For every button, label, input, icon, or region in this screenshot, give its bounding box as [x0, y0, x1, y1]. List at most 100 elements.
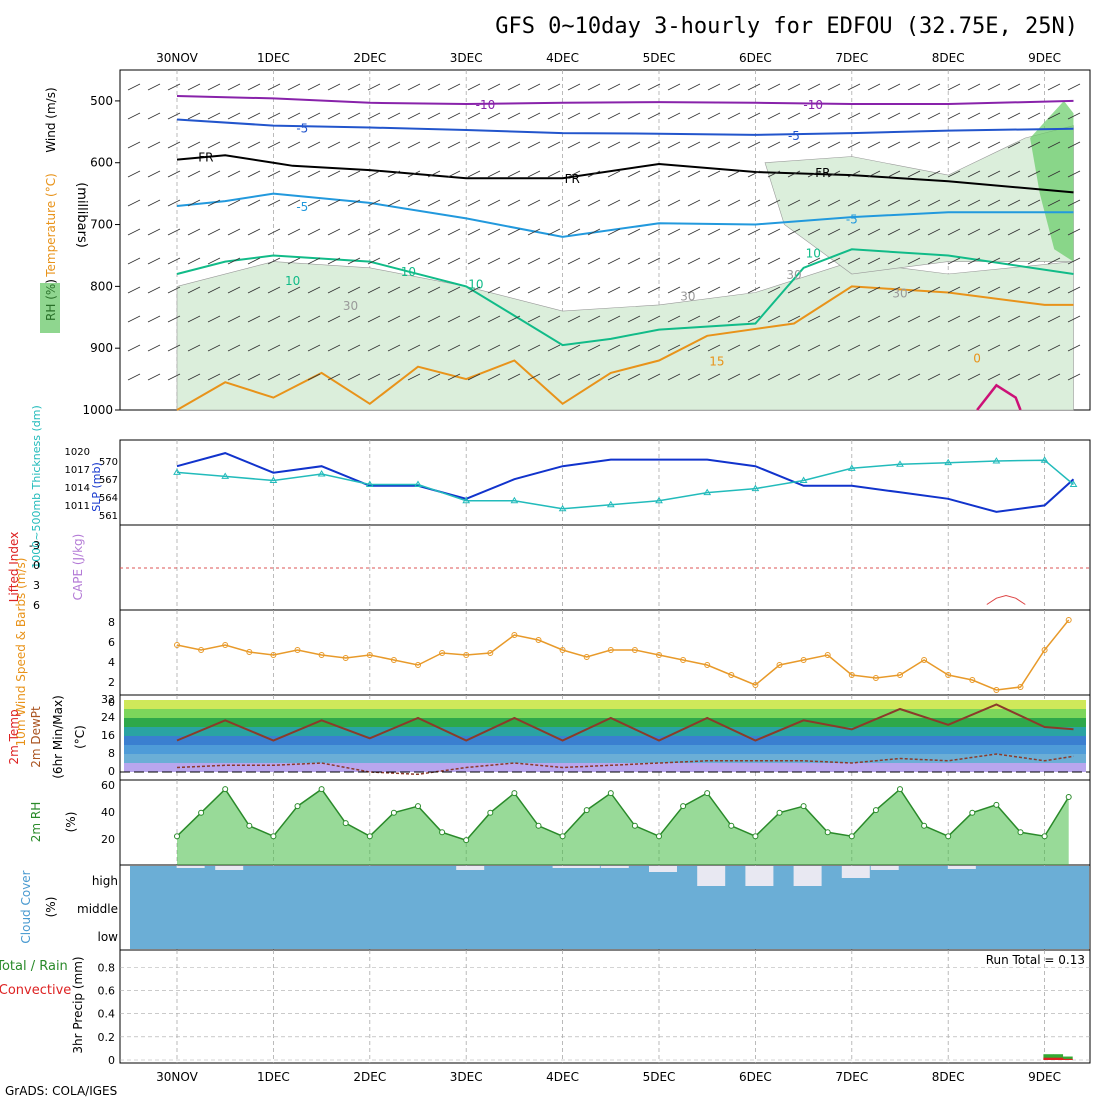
contour-label: FR	[565, 172, 580, 186]
wind-barb	[567, 257, 581, 265]
wind-barb	[567, 228, 581, 236]
wind-barb	[707, 257, 721, 265]
wind-barb	[727, 112, 741, 120]
rh-point	[656, 833, 662, 840]
wind-barb	[1047, 315, 1061, 323]
wind-barb	[427, 141, 441, 149]
wind-barb	[1047, 286, 1061, 294]
wind-barb	[747, 141, 761, 149]
wind-speed-point	[511, 632, 518, 638]
wind-barb	[167, 373, 181, 381]
wind-speed-point	[631, 647, 638, 653]
wind-barb	[487, 199, 501, 207]
wind-barb	[367, 315, 381, 323]
wind-barb	[527, 286, 541, 294]
wind-barb	[747, 228, 761, 236]
wind-barb	[267, 344, 281, 352]
wind-barb	[687, 344, 701, 352]
thickness-point	[655, 496, 663, 504]
wind-barb	[687, 257, 701, 265]
wind-barb	[827, 112, 841, 120]
wind-barb	[827, 257, 841, 265]
wind-barb	[727, 344, 741, 352]
temp-band	[124, 709, 1086, 718]
wind-speed-point	[270, 652, 277, 658]
wind-barb	[387, 83, 401, 91]
wind-barb	[267, 257, 281, 265]
wind-barb	[787, 83, 801, 91]
wind-barb	[307, 170, 321, 178]
wind-barb	[927, 315, 941, 323]
wind-barb	[467, 257, 481, 265]
wind-barb	[1047, 112, 1061, 120]
wind-speed-point	[824, 652, 831, 658]
wind-barb	[147, 141, 161, 149]
high-cloud-gap	[870, 866, 899, 870]
wind-speed-point	[415, 662, 421, 668]
wind-barb	[847, 228, 861, 236]
wind-barb	[467, 83, 481, 91]
wind-barb	[547, 257, 561, 265]
wind-barb	[547, 83, 561, 91]
wind-barb	[987, 344, 1001, 352]
date-label-top: 1DEC	[257, 51, 290, 65]
cape-side-label: CAPE (J/kg)	[71, 534, 85, 601]
wind-barb	[807, 83, 821, 91]
wind-barb	[267, 199, 281, 207]
wind-barb	[647, 112, 661, 120]
wind-barb	[147, 170, 161, 178]
contour-label: 30	[680, 290, 695, 304]
rh-point	[872, 807, 879, 814]
temp-tick-label: 24	[101, 711, 115, 724]
rh-point	[969, 809, 976, 816]
pressure-tick-label: 800	[90, 279, 113, 293]
wind-barb	[447, 257, 461, 265]
wind-barb	[387, 228, 401, 236]
wind-barb	[387, 315, 401, 323]
isotherm-line-10	[176, 248, 1074, 347]
wind-barb	[1027, 315, 1041, 323]
wind-barb	[767, 344, 781, 352]
wind-barb	[567, 199, 581, 207]
temp-tick-label: 0	[108, 765, 115, 778]
wind-barb	[307, 286, 321, 294]
rh2m-side-label: 2m RH	[29, 802, 43, 843]
contour-label: FR	[815, 166, 830, 180]
wind-barb	[267, 112, 281, 120]
wind-barb	[487, 228, 501, 236]
wind-barb	[287, 286, 301, 294]
high-cloud-gap	[841, 866, 870, 878]
wind-barb	[167, 141, 181, 149]
wind-barb	[387, 170, 401, 178]
wind-barb	[687, 199, 701, 207]
wind-barb	[747, 199, 761, 207]
wind-barb	[847, 199, 861, 207]
rh-high-region	[1030, 100, 1074, 262]
wind-barb	[627, 141, 641, 149]
wind-barb	[647, 373, 661, 381]
wind-barb	[507, 112, 521, 120]
wind-barb	[487, 373, 501, 381]
wind-barb	[387, 112, 401, 120]
wind-barb	[967, 315, 981, 323]
wind-barb	[667, 141, 681, 149]
wind-barb	[327, 141, 341, 149]
chart-title: GFS 0~10day 3-hourly for EDFOU (32.75E, …	[495, 14, 1078, 39]
wind-speed-point	[439, 650, 446, 656]
wind-barb	[287, 199, 301, 207]
wind-barb	[627, 286, 641, 294]
thickness-point	[558, 504, 567, 512]
rh-point	[1041, 833, 1048, 840]
wind-barb	[667, 286, 681, 294]
wind-barb	[707, 373, 721, 381]
wind-barb	[407, 83, 421, 91]
contour-label: -10	[476, 98, 496, 112]
contour-label: 15	[709, 355, 724, 369]
wind-barb	[907, 112, 921, 120]
wind-speed-point	[848, 672, 855, 678]
wind-barb	[647, 257, 661, 265]
date-label-top: 30NOV	[156, 51, 198, 65]
wind-barb	[727, 286, 741, 294]
wind-barb	[527, 344, 541, 352]
wind-barb	[767, 373, 781, 381]
